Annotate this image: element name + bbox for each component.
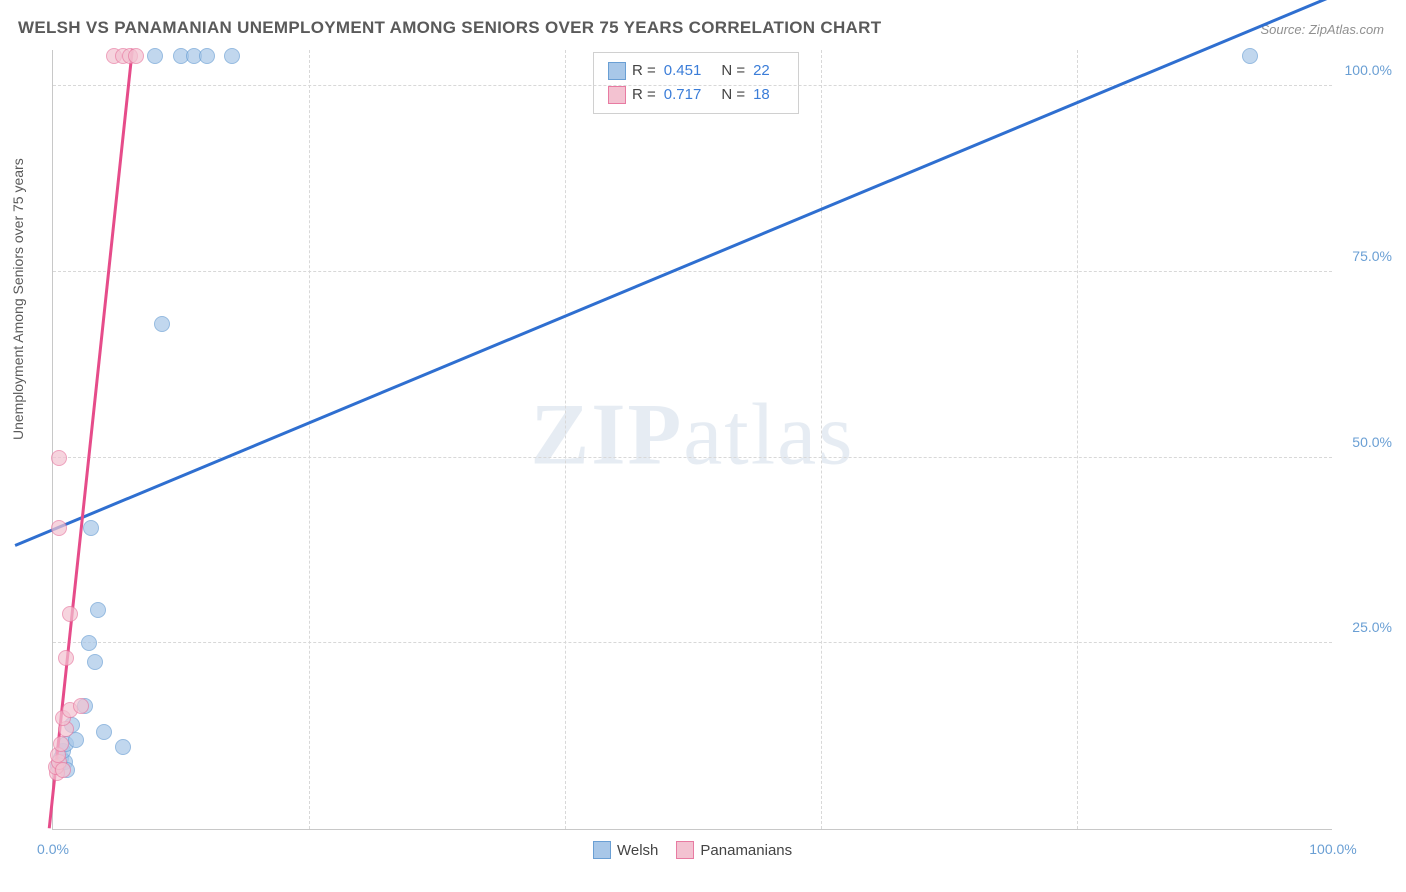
legend-n-label: N = [721,59,745,83]
correlation-legend: R = 0.451 N = 22 R = 0.717 N = 18 [593,52,799,114]
y-tick-label: 50.0% [1337,434,1392,450]
legend-series-item: Panamanians [676,841,792,859]
watermark: ZIPatlas [531,384,855,485]
y-tick-label: 75.0% [1337,248,1392,264]
gridline-v [821,50,822,829]
gridline-v [565,50,566,829]
data-point [199,48,215,64]
data-point [154,316,170,332]
legend-r-value: 0.717 [664,83,702,107]
source-label: Source: ZipAtlas.com [1260,22,1384,37]
legend-correlation-row: R = 0.717 N = 18 [608,83,784,107]
data-point [147,48,163,64]
data-point [53,736,69,752]
legend-swatch [593,841,611,859]
data-point [224,48,240,64]
y-tick-label: 100.0% [1337,62,1392,78]
data-point [128,48,144,64]
watermark-light: atlas [683,386,854,483]
scatter-plot: ZIPatlas R =0.451N =22R =0.717N =18 Wels… [52,50,1332,830]
gridline-h [53,457,1332,458]
legend-r-label: R = [632,83,656,107]
data-point [83,520,99,536]
gridline-v [1077,50,1078,829]
legend-n-value: 18 [753,83,770,107]
legend-series-name: Welsh [617,842,658,859]
legend-series-item: Welsh [593,841,658,859]
x-tick-label: 100.0% [1309,841,1356,857]
legend-swatch [608,86,626,104]
gridline-h [53,271,1332,272]
legend-swatch [608,62,626,80]
y-axis-label: Unemployment Among Seniors over 75 years [10,158,26,440]
legend-swatch [676,841,694,859]
data-point [58,650,74,666]
legend-series-name: Panamanians [700,842,792,859]
data-point [55,762,71,778]
x-tick-label: 0.0% [37,841,69,857]
data-point [51,520,67,536]
legend-n-value: 22 [753,59,770,83]
gridline-h [53,642,1332,643]
data-point [115,739,131,755]
data-point [62,606,78,622]
data-point [73,698,89,714]
legend-r-label: R = [632,59,656,83]
legend-correlation-row: R = 0.451 N = 22 [608,59,784,83]
legend-r-value: 0.451 [664,59,702,83]
series-legend: Welsh Panamanians [593,841,792,859]
legend-n-label: N = [721,83,745,107]
chart-title: WELSH VS PANAMANIAN UNEMPLOYMENT AMONG S… [18,18,881,38]
data-point [96,724,112,740]
data-point [1242,48,1258,64]
data-point [90,602,106,618]
data-point [87,654,103,670]
gridline-h [53,85,1332,86]
gridline-v [309,50,310,829]
y-tick-label: 25.0% [1337,619,1392,635]
data-point [81,635,97,651]
data-point [51,450,67,466]
watermark-bold: ZIP [531,386,684,483]
